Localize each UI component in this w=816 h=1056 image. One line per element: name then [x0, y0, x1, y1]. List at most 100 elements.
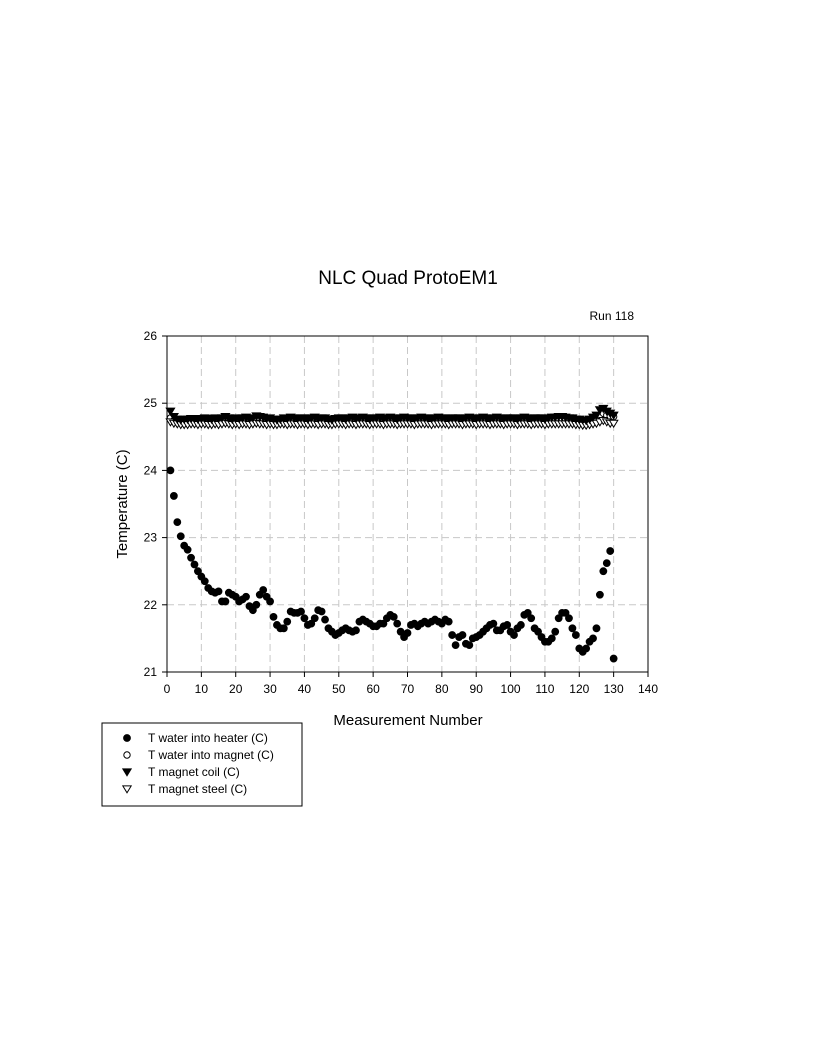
grid [167, 336, 648, 672]
data-point [589, 634, 597, 643]
y-tick-label: 24 [144, 463, 158, 477]
data-point [561, 608, 570, 617]
data-point [183, 545, 192, 554]
x-tick-label: 20 [229, 682, 243, 696]
data-point [252, 600, 261, 609]
legend-label: T magnet coil (C) [148, 765, 240, 779]
data-point [194, 567, 202, 576]
data-point [599, 567, 608, 576]
legend-label: T magnet steel (C) [148, 782, 247, 796]
data-point [444, 617, 453, 626]
legend-marker [121, 785, 133, 794]
data-point [534, 627, 542, 636]
x-tick-label: 130 [604, 682, 624, 696]
x-tick-label: 50 [332, 682, 346, 696]
data-point [448, 631, 457, 639]
legend-label: T water into heater (C) [148, 731, 268, 745]
data-point [523, 608, 532, 617]
chart-subtitle: Run 118 [590, 309, 635, 323]
x-axis-title: Measurement Number [333, 712, 482, 729]
y-axis-title: Temperature (C) [114, 449, 131, 558]
data-point [248, 606, 257, 615]
y-tick-label: 21 [144, 665, 158, 679]
data-point [176, 532, 185, 541]
data-point [297, 607, 305, 616]
x-tick-label: 80 [435, 682, 449, 696]
data-point [389, 612, 398, 621]
legend-marker [123, 751, 131, 759]
legend-box [101, 722, 303, 807]
x-tick-label: 60 [366, 682, 380, 696]
series-points [166, 466, 618, 663]
data-point [173, 518, 182, 527]
x-tick-label: 100 [501, 682, 521, 696]
data-points [165, 404, 619, 663]
data-point [458, 631, 467, 639]
data-point [166, 466, 175, 475]
data-point [269, 612, 278, 621]
x-tick-label: 110 [535, 682, 554, 696]
data-point [169, 492, 178, 500]
legend: T water into heater (C) T water into magn… [101, 722, 303, 807]
x-tick-label: 0 [164, 682, 171, 696]
data-point [591, 411, 602, 421]
series-points [165, 404, 619, 426]
x-tick-label: 120 [569, 682, 589, 696]
data-point [214, 587, 223, 596]
data-point [465, 641, 474, 650]
legend-label: T water into magnet (C) [148, 748, 274, 762]
data-point [547, 634, 556, 643]
data-point [403, 629, 412, 637]
data-point [352, 626, 360, 635]
x-tick-label: 70 [401, 682, 415, 696]
data-point [592, 624, 601, 633]
data-point [608, 411, 619, 421]
data-point [266, 597, 274, 606]
data-point [596, 590, 604, 599]
data-point [165, 407, 176, 417]
x-tick-label: 30 [263, 682, 277, 696]
data-point [510, 631, 518, 639]
data-point [242, 592, 250, 601]
data-point [187, 553, 195, 562]
y-tick-label: 23 [144, 531, 158, 545]
data-point [565, 614, 573, 623]
legend-marker [121, 768, 133, 777]
data-point [609, 654, 618, 663]
data-point [221, 597, 230, 606]
data-point [503, 621, 512, 629]
data-point [527, 614, 536, 623]
data-point [300, 614, 309, 623]
data-point [190, 560, 199, 569]
data-point [379, 619, 388, 628]
axis-ticks: 0 10 20 30 40 50 60 70 80 90 100 110 120 130 140 21 22 23… [144, 329, 659, 696]
legend-marker [123, 734, 131, 742]
data-point [310, 614, 319, 623]
data-point [551, 627, 560, 636]
data-point [568, 624, 577, 633]
data-point [451, 641, 460, 650]
data-point [283, 617, 292, 626]
data-point [317, 607, 326, 616]
data-point [200, 577, 209, 586]
x-tick-label: 90 [470, 682, 484, 696]
x-tick-label: 140 [638, 682, 658, 696]
data-point [571, 631, 580, 639]
y-tick-label: 22 [144, 598, 158, 612]
data-point [259, 586, 268, 594]
data-point [582, 644, 591, 653]
x-tick-label: 10 [195, 682, 209, 696]
data-point [606, 547, 615, 555]
y-tick-label: 26 [144, 329, 158, 343]
data-point [608, 419, 619, 429]
data-point [489, 619, 498, 628]
data-point [307, 619, 316, 628]
data-point [279, 624, 288, 633]
data-point [393, 619, 402, 628]
data-point [516, 621, 525, 629]
y-tick-label: 25 [144, 396, 158, 410]
x-tick-label: 40 [298, 682, 312, 696]
data-point [321, 615, 329, 624]
data-point [602, 559, 611, 568]
